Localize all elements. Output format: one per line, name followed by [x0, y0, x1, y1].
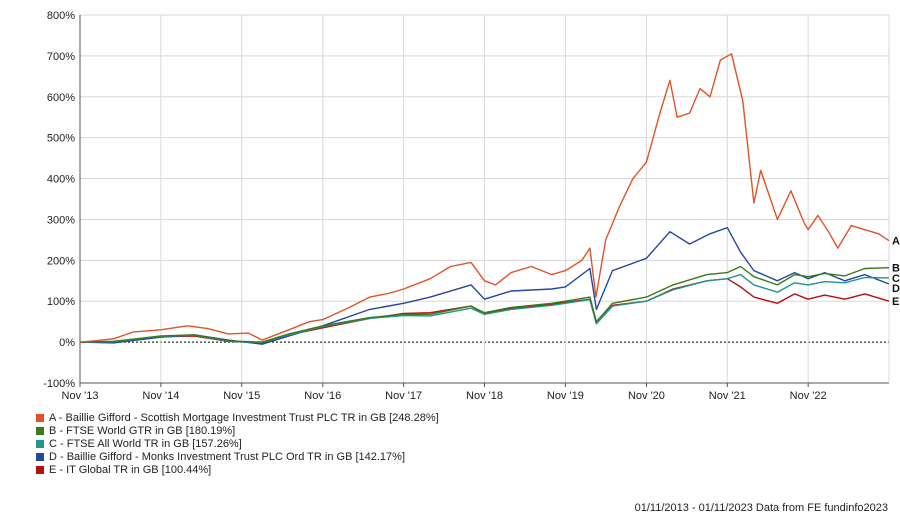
x-tick-label: Nov '16 [304, 390, 341, 400]
legend-swatch [36, 440, 44, 448]
y-tick-label: 600% [47, 92, 75, 104]
x-tick-label: Nov '15 [223, 390, 260, 400]
series-line-b [79, 265, 890, 343]
legend-swatch [36, 466, 44, 474]
series-end-label-e: E [892, 296, 899, 308]
y-tick-label: 700% [47, 51, 75, 63]
chart-legend: A - Baillie Gifford - Scottish Mortgage … [36, 412, 439, 477]
line-chart: -100% 0% 100% 200% 300% 400% 500% 600% 700% 800% N… [43, 10, 900, 402]
legend-label: C - FTSE All World TR in GB [157.26%] [49, 438, 242, 450]
legend-item: D - Baillie Gifford - Monks Investment T… [36, 451, 439, 464]
series-end-label-a: A [892, 236, 900, 248]
x-tick-label: Nov '20 [628, 390, 665, 400]
legend-swatch [36, 427, 44, 435]
series-line-a [79, 53, 890, 343]
x-tick-label: Nov '18 [466, 390, 503, 400]
legend-item: E - IT Global TR in GB [100.44%] [36, 464, 439, 477]
x-tick-label: Nov '17 [385, 390, 422, 400]
x-tick-label: Nov '22 [790, 390, 827, 400]
x-tick-label: Nov '21 [709, 390, 746, 400]
legend-label: B - FTSE World GTR in GB [180.19%] [49, 425, 236, 437]
y-tick-label: 100% [47, 296, 75, 308]
data-source-note: 01/11/2013 - 01/11/2023 Data from FE fun… [634, 502, 888, 514]
x-tick-label: Nov '19 [547, 390, 584, 400]
legend-label: A - Baillie Gifford - Scottish Mortgage … [49, 412, 439, 424]
chart-svg: -100% 0% 100% 200% 300% 400% 500% 600% 700% 800% N… [43, 10, 900, 402]
series-end-label-b: B [892, 263, 900, 275]
series-end-label-c: C [892, 273, 900, 285]
y-tick-label: -100% [43, 378, 75, 390]
y-tick-label: 0% [59, 337, 75, 349]
legend-swatch [36, 414, 44, 422]
y-tick-label: 400% [47, 174, 75, 186]
legend-item: B - FTSE World GTR in GB [180.19%] [36, 425, 439, 438]
legend-label: D - Baillie Gifford - Monks Investment T… [49, 451, 406, 463]
y-tick-label: 200% [47, 255, 75, 267]
legend-label: E - IT Global TR in GB [100.44%] [49, 464, 212, 476]
x-tick-label: Nov '13 [62, 390, 99, 400]
legend-swatch [36, 453, 44, 461]
x-tick-label: Nov '14 [142, 390, 179, 400]
series-end-label-d: D [892, 283, 900, 295]
y-tick-label: 300% [47, 214, 75, 226]
y-tick-label: 500% [47, 133, 75, 145]
legend-item: C - FTSE All World TR in GB [157.26%] [36, 438, 439, 451]
y-tick-label: 800% [47, 10, 75, 22]
legend-item: A - Baillie Gifford - Scottish Mortgage … [36, 412, 439, 425]
series-line-d [79, 226, 890, 345]
